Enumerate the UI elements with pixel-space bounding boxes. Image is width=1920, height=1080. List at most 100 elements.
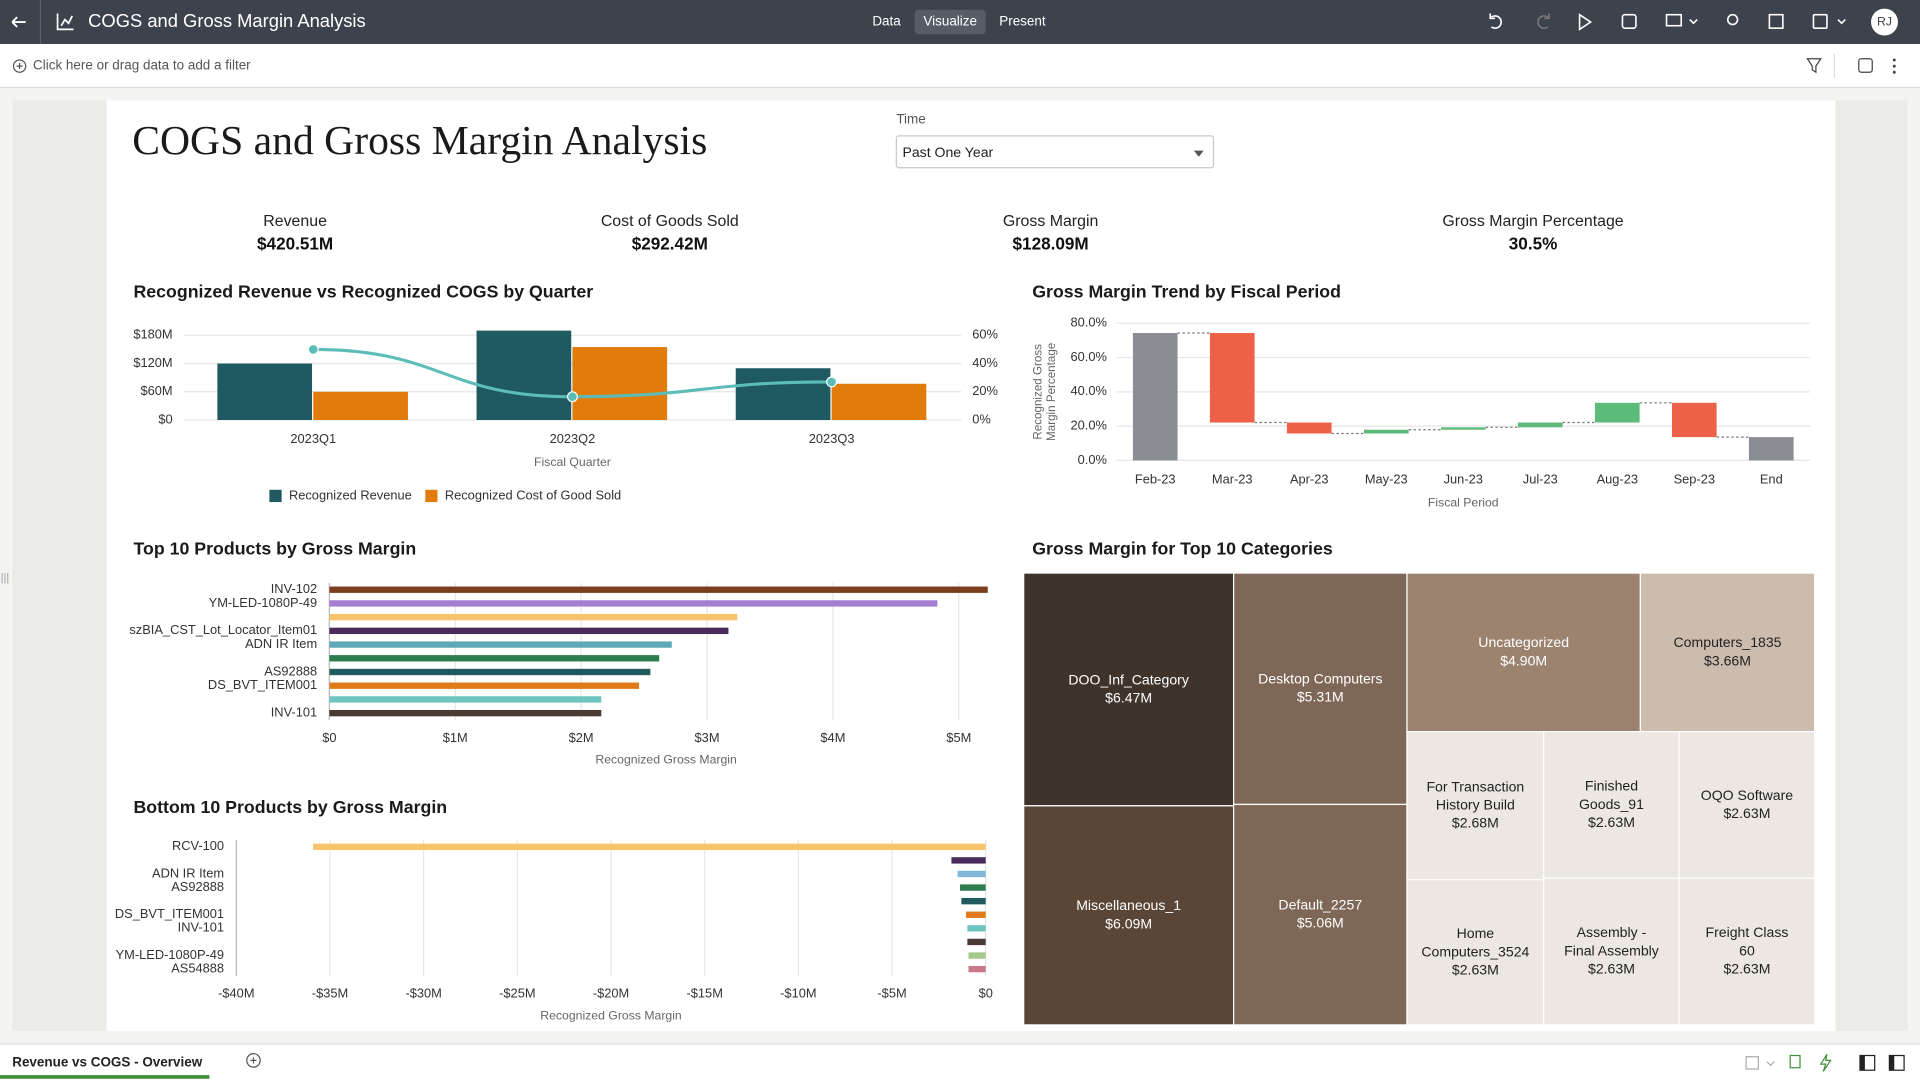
bar: [1363, 429, 1409, 434]
x-tick-label: Apr-23: [1290, 471, 1329, 486]
tile-label: Default_2257: [1278, 896, 1362, 912]
x-tick-label: May-23: [1365, 471, 1408, 486]
x-tick-label: -$25M: [499, 986, 535, 1001]
y-tick-label: $0: [158, 411, 172, 426]
tile-label: Freight Class 60: [1705, 924, 1788, 958]
comments-button[interactable]: [1665, 13, 1683, 27]
user-avatar[interactable]: [1871, 8, 1898, 36]
back-button[interactable]: [11, 16, 26, 28]
x-tick-label: $1M: [443, 730, 468, 745]
refresh-button[interactable]: [1621, 13, 1637, 29]
y-tick-label: $180M: [133, 327, 172, 342]
settings-button[interactable]: [1858, 58, 1873, 73]
canvas-title: COGS and Gross Margin Analysis: [132, 118, 707, 164]
resize-handle[interactable]: |||: [1, 572, 10, 584]
treemap-tile: [1023, 805, 1235, 1026]
y-tick-label: DS_BVT_ITEM001: [115, 906, 224, 921]
bar: [1132, 333, 1178, 461]
tile-label: Uncategorized: [1478, 634, 1569, 650]
canvas-margin-right: [1835, 100, 1908, 1032]
bar: [329, 668, 651, 676]
data-button[interactable]: [1789, 1054, 1801, 1069]
dropdown-arrow[interactable]: [1193, 150, 1204, 157]
x-tick-label: -$35M: [312, 986, 348, 1001]
treemap-tile: [1023, 572, 1235, 807]
y-tick-label: $120M: [133, 355, 172, 370]
insights-button[interactable]: [1726, 13, 1739, 26]
undo-button[interactable]: [1489, 13, 1503, 29]
bar: [329, 613, 738, 621]
save-menu[interactable]: [1837, 19, 1846, 25]
x-tick-label: Jun-23: [1444, 471, 1483, 486]
bar: [831, 383, 927, 420]
x-axis-label: Fiscal Period: [1428, 495, 1499, 509]
x-tick-label: -$20M: [593, 986, 629, 1001]
y-axis-label: Recognized GrossMargin Percentage: [1031, 343, 1057, 441]
layout-menu[interactable]: [1766, 1061, 1775, 1067]
x-axis-label: Recognized Gross Margin: [595, 753, 737, 767]
y-tick-label: AS92888: [171, 879, 224, 894]
bar: [951, 857, 986, 864]
x-tick-label: End: [1760, 471, 1783, 486]
x-tick-label: 2023Q3: [809, 431, 855, 446]
y-tick-label: INV-101: [178, 920, 224, 935]
bar: [329, 641, 672, 648]
bar: [1594, 402, 1640, 423]
add-filter-icon[interactable]: [12, 59, 27, 73]
y-tick-label: 20.0%: [1071, 418, 1107, 433]
y-tick-label: DS_BVT_ITEM001: [208, 677, 317, 692]
treemap-tile: [1233, 803, 1408, 1026]
filter-toggle[interactable]: [1806, 58, 1822, 74]
bar: [967, 925, 986, 932]
x-tick-label: -$40M: [218, 986, 254, 1001]
tile-value: $6.47M: [1105, 689, 1152, 705]
bar: [313, 391, 408, 420]
panel-left-fill: [1860, 1055, 1865, 1071]
tab-visualize[interactable]: Visualize: [923, 14, 977, 29]
kpi-value: 30.5%: [1509, 233, 1558, 253]
x-tick-label: 2023Q2: [550, 431, 596, 446]
auto-insights-button[interactable]: [1819, 1053, 1832, 1072]
bar: [1517, 422, 1563, 428]
bar: [329, 627, 729, 635]
comments-menu[interactable]: [1689, 19, 1698, 25]
y2-tick-label: 60%: [972, 327, 998, 342]
kpi-label: Gross Margin: [1003, 213, 1098, 230]
more-menu[interactable]: [1892, 58, 1896, 74]
layout-button[interactable]: [1745, 1056, 1759, 1070]
y-tick-label: szBIA_CST_Lot_Locator_Item01: [129, 622, 317, 637]
save-button[interactable]: [1812, 13, 1828, 29]
bar: [313, 843, 986, 850]
x-tick-label: -$15M: [686, 986, 722, 1001]
treemap-tile: [1678, 877, 1816, 1026]
bar: [960, 884, 986, 891]
add-canvas-button[interactable]: [246, 1053, 261, 1068]
tile-value: $2.63M: [1588, 814, 1635, 830]
y2-tick-label: 20%: [972, 383, 998, 398]
tab-data[interactable]: Data: [872, 14, 901, 29]
bar: [968, 952, 986, 959]
y2-tick-label: 40%: [972, 355, 998, 370]
panel-right-fill: [1889, 1055, 1895, 1071]
tile-value: $5.06M: [1297, 915, 1344, 931]
filter-placeholder[interactable]: Click here or drag data to add a filter: [33, 58, 251, 73]
line-point: [566, 391, 578, 403]
run-button[interactable]: [1578, 13, 1593, 31]
bar: [329, 709, 602, 717]
x-tick-label: -$30M: [405, 986, 441, 1001]
canvas-tab[interactable]: Revenue vs COGS - Overview: [12, 1054, 202, 1069]
user-initials: RJ: [1877, 14, 1892, 28]
y-tick-label: YM-LED-1080P-49: [116, 947, 225, 962]
export-button[interactable]: [1768, 13, 1784, 29]
x-tick-label: $0: [979, 986, 993, 1001]
bar: [735, 368, 831, 420]
time-filter-dropdown[interactable]: [895, 135, 1215, 169]
workbook-icon: [56, 13, 74, 31]
x-tick-label: -$5M: [877, 986, 906, 1001]
treemap-tile: [1406, 879, 1545, 1026]
redo-button[interactable]: [1537, 13, 1550, 29]
tab-present[interactable]: Present: [999, 14, 1046, 29]
bar: [1286, 422, 1332, 434]
x-tick-label: $2M: [569, 730, 594, 745]
line-point: [826, 376, 838, 388]
